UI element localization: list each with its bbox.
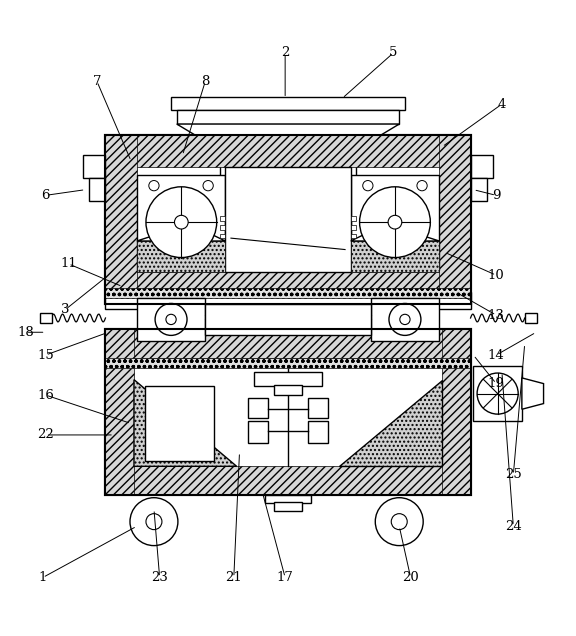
Bar xyxy=(525,313,537,323)
Bar xyxy=(105,135,471,304)
Bar xyxy=(274,385,302,395)
Bar xyxy=(265,495,311,504)
Bar xyxy=(137,248,225,270)
Circle shape xyxy=(166,314,176,324)
Bar xyxy=(105,287,471,298)
Text: 6: 6 xyxy=(41,189,50,202)
Polygon shape xyxy=(339,380,442,466)
Text: 8: 8 xyxy=(201,75,210,88)
Bar xyxy=(137,176,225,270)
Bar xyxy=(442,329,471,495)
Bar xyxy=(219,149,357,178)
Circle shape xyxy=(388,216,402,229)
Bar xyxy=(105,329,134,495)
Text: 5: 5 xyxy=(389,46,397,59)
Bar xyxy=(137,241,225,272)
Bar xyxy=(351,176,439,270)
Bar xyxy=(473,366,522,420)
Circle shape xyxy=(146,187,217,258)
Bar xyxy=(82,155,105,178)
Circle shape xyxy=(175,216,188,229)
Text: 16: 16 xyxy=(37,389,54,401)
Polygon shape xyxy=(522,378,544,410)
Bar xyxy=(308,420,328,443)
Text: 25: 25 xyxy=(505,468,522,481)
Bar xyxy=(105,329,471,358)
Polygon shape xyxy=(177,124,399,149)
Circle shape xyxy=(389,303,421,335)
Text: 17: 17 xyxy=(276,571,294,584)
Bar xyxy=(225,167,351,272)
Text: 23: 23 xyxy=(151,571,168,584)
Bar xyxy=(471,178,487,201)
Text: 14: 14 xyxy=(488,349,505,362)
Text: 22: 22 xyxy=(37,429,54,441)
Bar xyxy=(171,97,405,110)
Circle shape xyxy=(417,181,427,191)
Circle shape xyxy=(477,373,518,414)
Text: 20: 20 xyxy=(402,571,419,584)
Circle shape xyxy=(391,514,407,530)
Bar xyxy=(219,216,225,221)
Text: 18: 18 xyxy=(17,326,34,339)
Bar xyxy=(105,135,471,167)
Text: 3: 3 xyxy=(61,303,70,316)
Circle shape xyxy=(155,303,187,335)
Bar xyxy=(439,135,471,304)
Text: 24: 24 xyxy=(505,520,522,533)
Text: 9: 9 xyxy=(492,189,501,202)
Bar xyxy=(351,216,357,221)
Polygon shape xyxy=(134,380,237,466)
Bar xyxy=(40,313,52,323)
Bar xyxy=(105,358,471,368)
Bar xyxy=(105,272,471,304)
Circle shape xyxy=(146,514,162,530)
Text: 19: 19 xyxy=(488,377,505,390)
Bar xyxy=(248,398,268,418)
Bar xyxy=(471,155,494,178)
Text: 11: 11 xyxy=(60,258,77,270)
Bar xyxy=(205,304,371,335)
Circle shape xyxy=(400,314,410,324)
Bar xyxy=(105,293,471,310)
Bar xyxy=(248,420,268,443)
Bar xyxy=(137,298,205,341)
Text: 7: 7 xyxy=(93,75,101,88)
Circle shape xyxy=(149,181,159,191)
Bar xyxy=(351,233,357,238)
Text: 2: 2 xyxy=(281,46,289,59)
Text: 15: 15 xyxy=(37,349,54,362)
Bar xyxy=(105,329,471,495)
Circle shape xyxy=(130,498,178,546)
Polygon shape xyxy=(351,224,439,241)
Bar xyxy=(351,241,439,272)
Bar xyxy=(371,298,439,341)
Bar xyxy=(145,387,214,460)
Polygon shape xyxy=(177,110,399,124)
Bar xyxy=(308,398,328,418)
Text: 1: 1 xyxy=(39,571,47,584)
Bar xyxy=(254,372,322,387)
Text: 10: 10 xyxy=(488,269,505,282)
Text: 4: 4 xyxy=(498,97,506,111)
Text: 21: 21 xyxy=(225,571,242,584)
Text: 13: 13 xyxy=(488,308,505,322)
Bar xyxy=(219,225,225,230)
Circle shape xyxy=(203,181,213,191)
Bar xyxy=(105,466,471,495)
Circle shape xyxy=(363,181,373,191)
Bar xyxy=(105,329,471,495)
Bar xyxy=(105,135,471,304)
Bar xyxy=(105,135,137,304)
Bar xyxy=(351,248,439,270)
Bar xyxy=(351,225,357,230)
Circle shape xyxy=(376,498,423,546)
Bar xyxy=(274,502,302,511)
Bar xyxy=(89,178,105,201)
Circle shape xyxy=(359,187,430,258)
Polygon shape xyxy=(137,224,225,241)
Bar xyxy=(219,233,225,238)
